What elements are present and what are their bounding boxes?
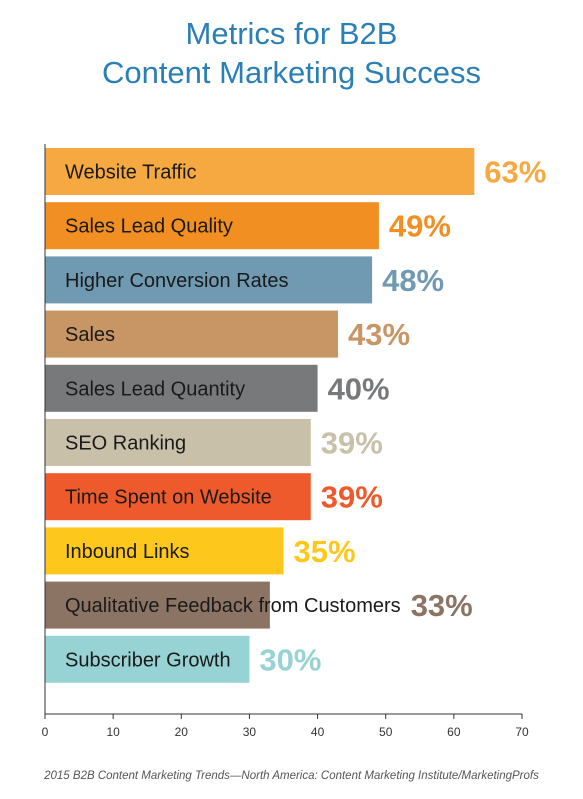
bar-8 [45, 581, 270, 629]
bar-category-label-7: Inbound Links [65, 541, 190, 563]
bar-value-label-1: 49% [389, 209, 451, 244]
bar-1 [45, 202, 379, 250]
bar-9 [45, 635, 250, 683]
bar-0 [45, 148, 475, 195]
chart-title: Metrics for B2B Content Marketing Succes… [0, 14, 583, 92]
bar-category-label-3: Sales [65, 324, 115, 346]
x-tick-label-3: 30 [243, 725, 257, 739]
bar-category-label-4: Sales Lead Quantity [65, 378, 245, 400]
bar-3 [45, 310, 339, 358]
bar-category-label-9: Subscriber Growth [65, 649, 231, 671]
bar-category-label-6: Time Spent on Website [65, 487, 272, 509]
bar-category-label-5: SEO Ranking [65, 433, 186, 455]
x-tick-label-0: 0 [42, 725, 49, 739]
x-tick-label-5: 50 [379, 725, 393, 739]
chart-title-line-1: Metrics for B2B [185, 16, 398, 51]
bar-category-label-0: Website Traffic [65, 162, 197, 184]
bar-value-label-8: 33% [411, 588, 473, 623]
bar-7 [45, 527, 284, 575]
bar-category-label-8: Qualitative Feedback from Customers [65, 595, 401, 617]
bar-value-label-4: 40% [328, 371, 390, 406]
bar-value-label-5: 39% [321, 426, 383, 461]
x-tick-label-2: 20 [175, 725, 189, 739]
bar-value-label-6: 39% [321, 480, 383, 515]
chart-title-line-2: Content Marketing Success [101, 55, 482, 90]
bar-value-label-9: 30% [259, 642, 321, 677]
bar-value-label-7: 35% [294, 534, 356, 569]
bar-value-label-2: 48% [382, 263, 444, 298]
x-tick-label-1: 10 [106, 725, 120, 739]
bar-2 [45, 256, 373, 304]
x-tick-label-4: 40 [311, 725, 325, 739]
bar-5 [45, 419, 311, 466]
bar-category-label-2: Higher Conversion Rates [65, 270, 288, 292]
x-tick-label-6: 60 [447, 725, 461, 739]
bar-6 [45, 473, 311, 521]
bar-category-label-1: Sales Lead Quality [65, 216, 233, 238]
x-tick-label-7: 70 [515, 725, 529, 739]
bar-value-label-0: 63% [484, 155, 546, 190]
source-note: 2015 B2B Content Marketing Trends—North … [44, 770, 539, 782]
bar-value-label-3: 43% [348, 317, 410, 352]
bar-4 [45, 364, 318, 412]
